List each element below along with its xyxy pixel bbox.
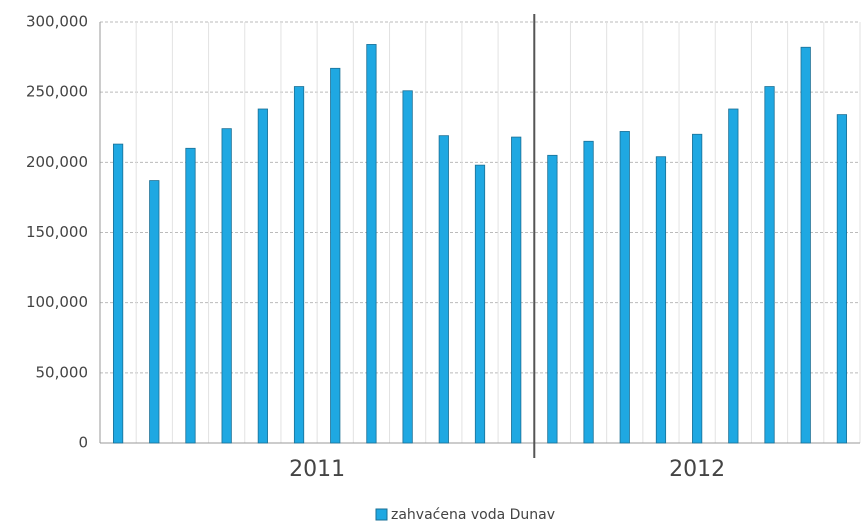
bar — [402, 90, 413, 444]
bar — [800, 46, 811, 444]
group-label: 2011 — [289, 457, 345, 482]
bar — [474, 164, 486, 444]
group-label: 2012 — [669, 457, 725, 482]
bar — [836, 114, 848, 444]
bar — [547, 154, 558, 444]
bar — [764, 86, 775, 444]
legend-label: zahvaćena voda Dunav — [391, 507, 555, 523]
y-tick-label: 250,000 — [26, 83, 88, 101]
bar — [112, 143, 124, 444]
y-tick-label: 0 — [78, 434, 88, 452]
y-tick-label: 300,000 — [26, 13, 88, 31]
y-tick-label: 200,000 — [26, 153, 88, 171]
bar — [728, 108, 739, 444]
bar — [692, 133, 703, 444]
y-tick-label: 150,000 — [26, 223, 88, 241]
bar — [293, 86, 305, 444]
bar — [330, 67, 341, 444]
bar — [655, 156, 667, 444]
bar — [185, 147, 196, 444]
bar — [583, 140, 594, 444]
y-tick-label: 100,000 — [26, 293, 88, 311]
y-tick-label: 50,000 — [36, 363, 89, 381]
bar — [149, 180, 160, 444]
bar — [619, 131, 630, 444]
bar — [257, 108, 268, 444]
bar — [438, 135, 449, 444]
bar — [366, 44, 377, 444]
legend-swatch — [375, 508, 388, 521]
bar — [511, 136, 522, 444]
bar — [221, 128, 232, 444]
